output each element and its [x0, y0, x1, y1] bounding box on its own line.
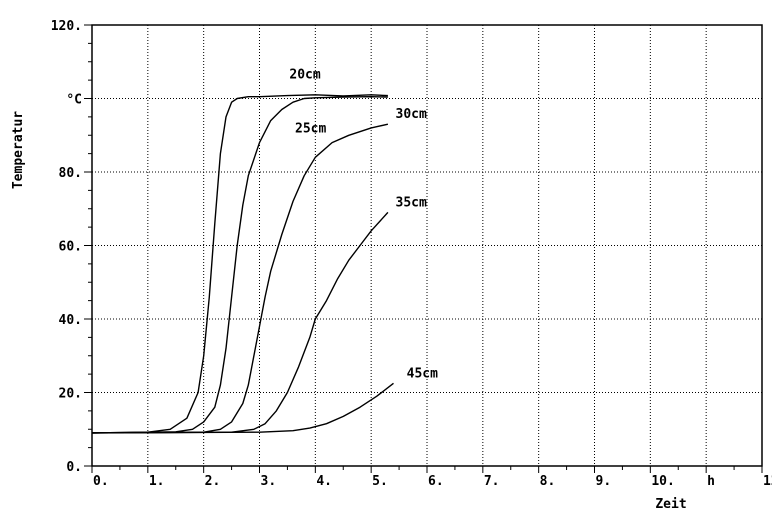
series-label-45cm: 45cm: [407, 366, 438, 381]
x-tick-label: h: [707, 474, 715, 489]
x-tick-label: 0.: [93, 474, 109, 489]
series-label-30cm: 30cm: [396, 107, 427, 122]
y-tick-label: 120.: [51, 19, 82, 34]
series-label-20cm: 20cm: [289, 68, 320, 83]
series-line-35cm: [91, 211, 389, 434]
y-tick-labels: 0. 20. 40. 60. 80. °C 120.: [51, 19, 82, 475]
series-line-30cm: [91, 123, 389, 434]
series-label-25cm: 25cm: [295, 122, 326, 137]
y-axis-title: Temperatur: [11, 111, 26, 189]
x-tick-label: 5.: [372, 474, 388, 489]
x-tick-label: 10.: [651, 474, 674, 489]
series-labels: 20cm 25cm 30cm 35cm 45cm: [289, 68, 438, 382]
y-tick-label: 60.: [59, 240, 82, 255]
series-line-25cm: [91, 96, 388, 434]
y-tick-label: 20.: [59, 387, 82, 402]
x-tick-label: 3.: [261, 474, 277, 489]
x-tick-label: 9.: [596, 474, 612, 489]
x-tick-label: 2.: [205, 474, 221, 489]
minor-ticks: [84, 24, 763, 473]
series-line-45cm: [91, 382, 394, 434]
y-tick-label: 0.: [66, 460, 82, 475]
grid-lines: [92, 25, 762, 466]
x-tick-labels: 0. 1. 2. 3. 4. 5. 6. 7. 8. 9. 10. h 12.: [93, 474, 772, 489]
x-axis-title: Zeit: [655, 497, 686, 511]
x-tick-label: 12.: [763, 474, 772, 489]
series-line-20cm: [91, 94, 388, 434]
x-tick-label: 6.: [428, 474, 444, 489]
x-tick-label: 1.: [149, 474, 165, 489]
plot-frame: [91, 24, 763, 467]
y-tick-label: 80.: [59, 166, 82, 181]
y-tick-label: °C: [66, 93, 82, 108]
x-tick-label: 7.: [484, 474, 500, 489]
x-tick-label: 4.: [316, 474, 332, 489]
y-tick-label: 40.: [59, 313, 82, 328]
x-tick-label: 8.: [540, 474, 556, 489]
series-label-35cm: 35cm: [396, 195, 427, 210]
series-curves: [91, 94, 394, 434]
